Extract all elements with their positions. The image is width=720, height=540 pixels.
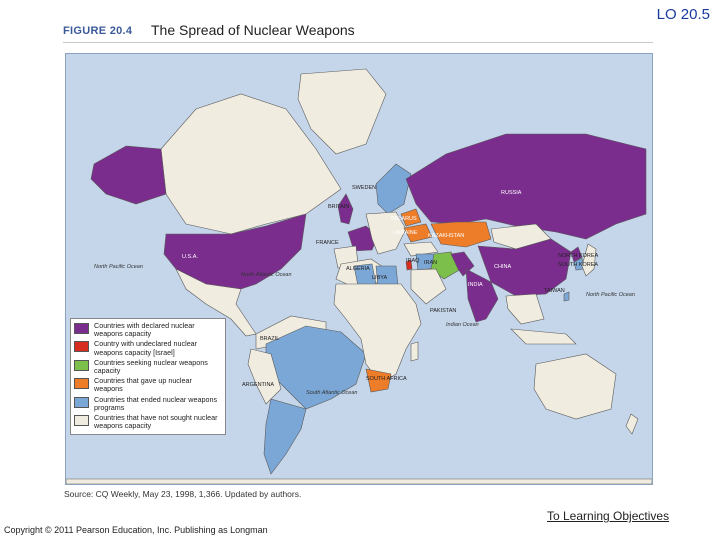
legend-swatch-declared — [74, 323, 89, 334]
turkey — [403, 241, 439, 257]
russia — [405, 133, 647, 240]
label-kazakhstan: KAZAKHSTAN — [428, 233, 464, 239]
legend-item: Countries seeking nuclear weapons capaci… — [74, 357, 222, 376]
copyright-notice: Copyright © 2011 Pearson Education, Inc.… — [4, 525, 268, 535]
label-ukraine: UKRAINE — [393, 230, 418, 236]
label-north-korea: NORTH KOREA — [558, 253, 599, 259]
legend-item: Countries with declared nuclear weapons … — [74, 321, 222, 339]
label-belarus: BELARUS — [391, 216, 417, 222]
canada — [160, 93, 342, 235]
usa — [163, 213, 307, 290]
legend-item: Countries that ended nuclear weapons pro… — [74, 394, 222, 412]
label-usa: U.S.A. — [182, 254, 198, 260]
madagascar — [410, 341, 419, 362]
legend-item: Country with undeclared nuclear weapons … — [74, 340, 222, 356]
label-iran: IRAN — [424, 260, 437, 266]
ukraine — [403, 223, 433, 243]
india — [465, 268, 499, 323]
legend-swatch-never — [74, 415, 89, 427]
label-iraq: IRAQ — [406, 258, 420, 264]
new-zealand — [625, 413, 639, 435]
legend-text: Countries that gave up nuclear weapons — [94, 376, 192, 394]
scandinavia — [375, 163, 412, 215]
label-south-atlantic: South Atlantic Ocean — [306, 390, 357, 396]
map-canvas: U.S.A. RUSSIA CHINA INDIA PAKISTAN NORTH… — [66, 68, 652, 484]
australia — [533, 353, 617, 420]
label-brazil: BRAZIL — [260, 336, 279, 342]
belarus — [400, 208, 422, 227]
label-china: CHINA — [494, 264, 511, 270]
legend-item: Countries that gave up nuclear weapons — [74, 377, 222, 393]
south-africa — [365, 368, 392, 393]
figure-header: FIGURE 20.4 The Spread of Nuclear Weapon… — [63, 22, 653, 43]
world-map: U.S.A. RUSSIA CHINA INDIA PAKISTAN NORTH… — [65, 53, 653, 485]
japan — [581, 243, 597, 277]
indonesia — [510, 328, 577, 345]
north-korea — [570, 246, 583, 263]
label-taiwan: TAIWAN — [544, 288, 565, 294]
label-libya: LIBYA — [372, 275, 388, 281]
china — [477, 238, 572, 297]
legend-text: Countries with declared nuclear weapons … — [94, 321, 195, 339]
label-indian: Indian Ocean — [446, 322, 479, 328]
southeast-asia — [505, 293, 545, 325]
label-north-pacific: North Pacific Ocean — [94, 264, 143, 270]
label-britain: BRITAIN — [328, 204, 349, 210]
western-europe — [365, 211, 407, 255]
taiwan — [563, 291, 570, 302]
label-south-korea: SOUTH KOREA — [558, 262, 598, 268]
legend-item: Countries that have not sought nuclear w… — [74, 413, 222, 431]
lo-label: LO 20.5 — [656, 6, 710, 23]
label-pakistan: PAKISTAN — [430, 308, 456, 314]
legend-swatch-gave-up — [74, 378, 89, 390]
kazakhstan — [430, 221, 492, 248]
label-north-atlantic: North Atlantic Ocean — [241, 272, 292, 278]
label-algeria: ALGERIA — [346, 266, 370, 272]
israel — [405, 259, 413, 271]
south-america-west — [247, 348, 282, 405]
label-argentina: ARGENTINA — [242, 382, 274, 388]
argentina — [263, 398, 307, 475]
map-legend: Countries with declared nuclear weapons … — [70, 318, 226, 436]
label-india: INDIA — [468, 282, 483, 288]
arabia — [410, 268, 447, 305]
label-north-pacific-east: North Pacific Ocean — [586, 292, 635, 298]
legend-swatch-undeclared — [74, 341, 89, 353]
brazil — [265, 325, 367, 410]
label-france: FRANCE — [316, 240, 339, 246]
legend-text: Country with undeclared nuclear weapons … — [94, 339, 198, 357]
legend-text: Countries that have not sought nuclear w… — [94, 413, 218, 431]
figure-number: FIGURE 20.4 — [63, 25, 133, 37]
label-russia: RUSSIA — [501, 190, 522, 196]
greenland — [297, 68, 387, 155]
alaska — [90, 145, 167, 205]
legend-text: Countries that ended nuclear weapons pro… — [94, 394, 218, 412]
learning-objectives-link[interactable]: To Learning Objectives — [547, 509, 670, 523]
antarctica — [66, 478, 652, 484]
legend-text: Countries seeking nuclear weapons capaci… — [94, 357, 208, 376]
figure-source: Source: CQ Weekly, May 23, 1998, 1,366. … — [64, 489, 302, 499]
figure-title: The Spread of Nuclear Weapons — [151, 22, 355, 38]
label-south-africa: SOUTH AFRICA — [366, 376, 407, 382]
legend-swatch-ended — [74, 396, 89, 408]
legend-swatch-seeking — [74, 359, 89, 371]
britain — [337, 193, 354, 225]
label-sweden: SWEDEN — [352, 185, 376, 191]
